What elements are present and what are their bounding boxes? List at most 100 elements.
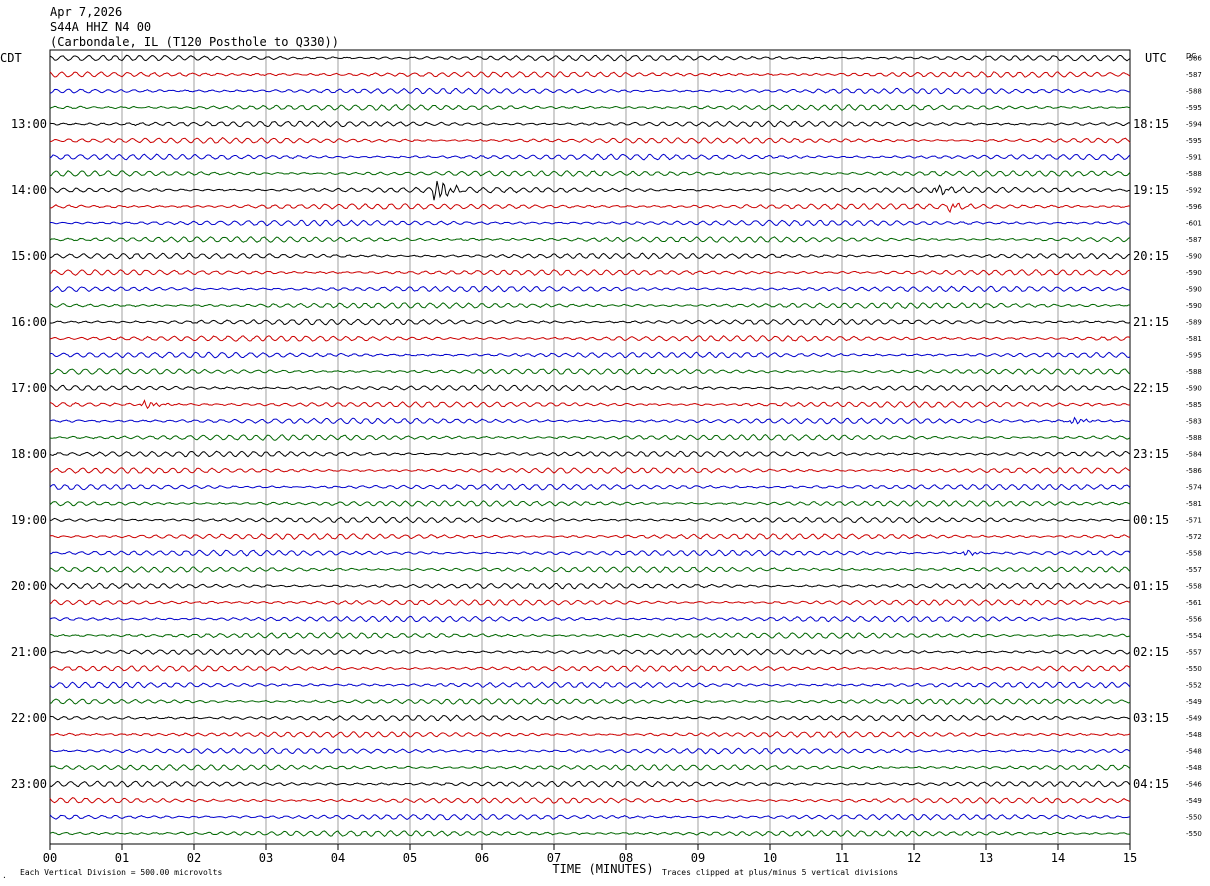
trace-line [49,582,1131,590]
header-location: (Carbondale, IL (T120 Posthole to Q330)) [50,35,339,49]
left-hour-label: 20:00 [11,579,47,593]
trace-line [49,566,1131,573]
left-hour-label: 15:00 [11,249,47,263]
trace-line [49,399,1130,410]
dc-offset-label: -589 [1186,319,1202,327]
trace-line [49,780,1131,788]
x-axis-label: TIME (MINUTES) [552,862,653,876]
dc-offset-label: -549 [1186,715,1202,723]
trace-line [49,615,1131,623]
x-tick-label: 10 [763,851,777,865]
trace-line [49,202,1131,214]
dc-offset-label: -590 [1186,253,1202,261]
left-hour-label: 19:00 [11,513,47,527]
dc-offset-label: -583 [1186,418,1202,426]
left-hour-label: 13:00 [11,117,47,131]
trace-line [49,180,1131,201]
dc-offset-label: -557 [1186,649,1202,657]
dc-offset-label: -586 [1186,467,1202,475]
left-axis-label: CDT [0,51,22,65]
left-hour-label: 22:00 [11,711,47,725]
trace-line [49,714,1131,722]
trace-line [49,416,1131,425]
dc-offset-label: -595 [1186,104,1202,112]
dc-offset-label: -595 [1186,137,1202,145]
dc-offset-label: -596 [1186,203,1202,211]
dc-offset-label: -590 [1186,286,1202,294]
x-tick-label: 00 [43,851,57,865]
dc-offset-label: -588 [1186,170,1202,178]
trace-line [49,648,1131,656]
right-hour-label: 20:15 [1133,249,1169,263]
dc-offset-label: -549 [1186,698,1202,706]
scale-note: Each Vertical Division = 500.00 microvol… [20,868,222,877]
right-hour-label: 21:15 [1133,315,1169,329]
dc-offset-label: -550 [1186,665,1202,673]
right-hour-label: 23:15 [1133,447,1169,461]
trace-line [49,87,1131,95]
dc-offset-label: -586 [1186,55,1202,63]
left-hour-label: 14:00 [11,183,47,197]
right-hour-label: 03:15 [1133,711,1169,725]
dc-offset-label: -554 [1186,632,1202,640]
trace-line [49,500,1131,507]
dc-offset-label: -588 [1186,368,1202,376]
left-hour-label: 17:00 [11,381,47,395]
dc-offset-label: -561 [1186,599,1202,607]
header-station: S44A HHZ N4 00 [50,20,151,34]
trace-line [49,483,1131,491]
dc-offset-label: -581 [1186,500,1202,508]
trace-line [49,467,1131,474]
dc-offset-label: -552 [1186,682,1202,690]
right-hour-label: 04:15 [1133,777,1169,791]
trace-line [49,764,1131,771]
dc-offset-label: -550 [1186,830,1202,838]
right-hour-label: 22:15 [1133,381,1169,395]
trace-line [49,269,1131,276]
dc-offset-label: -548 [1186,748,1202,756]
dc-label: DC [1186,52,1196,60]
minute-gridlines [121,50,1059,844]
clip-note: Traces clipped at plus/minus 5 vertical … [662,868,898,877]
dc-offset-label: -591 [1186,154,1202,162]
trace-line [49,830,1131,837]
trace-line [49,236,1131,243]
right-hour-label: 19:15 [1133,183,1169,197]
dc-offset-label: -548 [1186,731,1202,739]
trace-line [49,384,1131,392]
trace-line [49,285,1131,293]
trace-line [49,450,1131,458]
right-hour-label: 00:15 [1133,513,1169,527]
x-axis-ticks: 00 01 02 03 04 05 06 07 08 09 10 11 12 13 14 15 [43,844,1137,865]
x-tick-label: 03 [259,851,273,865]
header-date: Apr 7,2026 [50,5,122,19]
trace-line [49,137,1131,144]
trace-line [49,104,1131,112]
dc-offset-label: -590 [1186,302,1202,310]
trace-line [49,302,1130,309]
dc-offset-label: -595 [1186,352,1202,360]
trace-line [49,731,1131,738]
trace-line [49,533,1131,541]
x-tick-label: 02 [187,851,201,865]
trace-line [49,318,1131,326]
dc-offset-label: -585 [1186,401,1202,409]
dc-offset-label: -558 [1186,583,1202,591]
trace-line [49,71,1131,78]
x-tick-label: 05 [403,851,417,865]
dc-offset-label: -590 [1186,385,1202,393]
x-tick-label: 07 [547,851,561,865]
trace-line [49,516,1131,524]
right-hour-labels: 18:15 19:15 20:15 21:15 22:15 23:15 00:15 01:15… [1133,117,1169,791]
trace-line [49,681,1131,689]
dc-offset-label: -557 [1186,566,1202,574]
dc-offset-label: -601 [1186,220,1202,228]
trace-line [49,351,1131,359]
x-tick-label: 06 [475,851,489,865]
x-tick-label: 09 [691,851,705,865]
dc-offset-label: -594 [1186,121,1202,129]
dc-offset-label: -550 [1186,814,1202,822]
dc-offset-labels: -586 -587 -588 -595 -594 -595 -591 -588 -592 -596… [1186,55,1202,839]
right-hour-label: 18:15 [1133,117,1169,131]
